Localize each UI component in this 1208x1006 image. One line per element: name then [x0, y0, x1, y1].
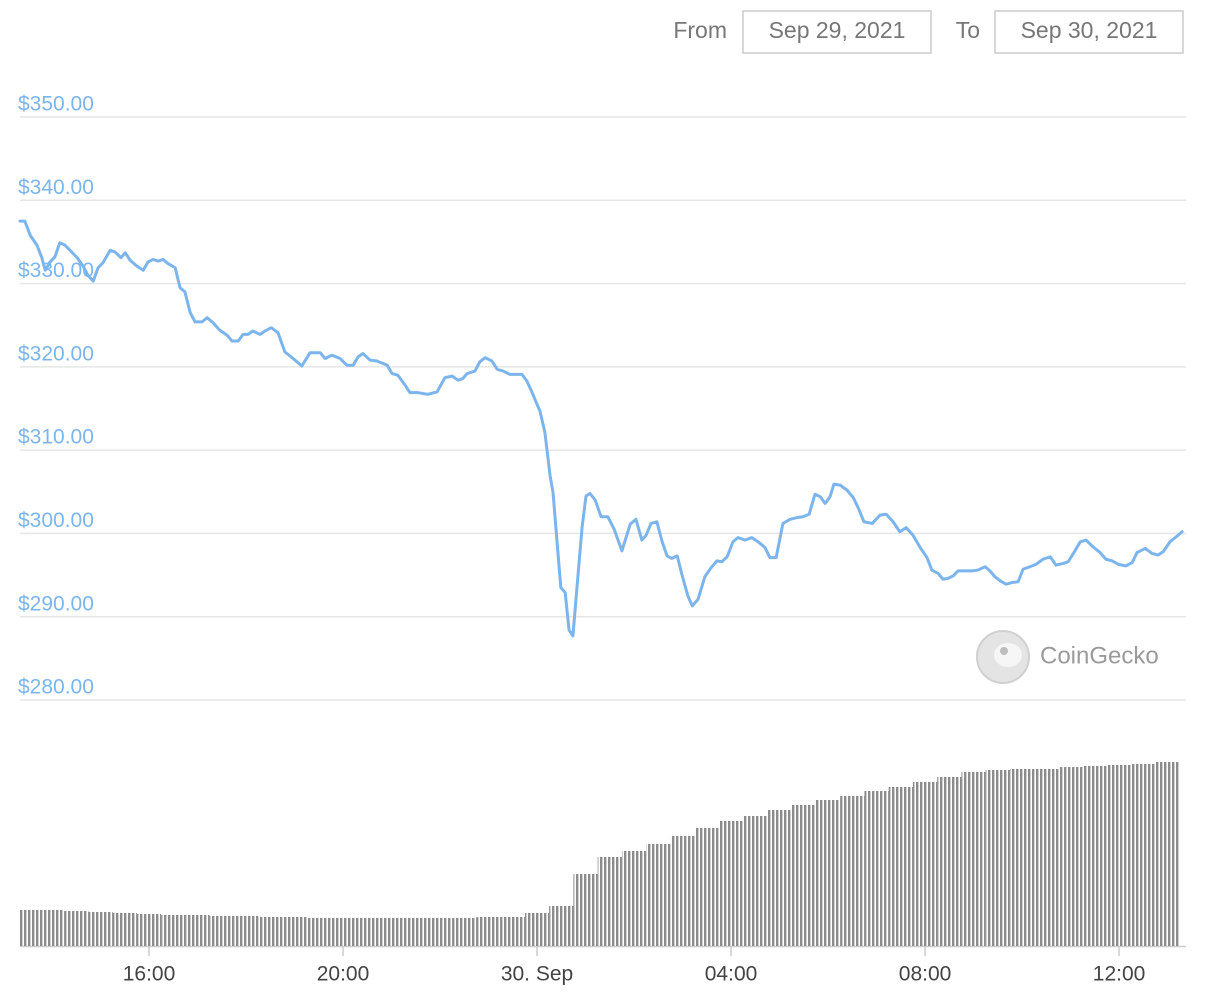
y-tick-label: $310.00 — [18, 426, 94, 449]
volume-bar — [500, 917, 525, 946]
volume-bar — [20, 910, 40, 946]
volume-bar — [258, 917, 283, 946]
watermark-text: CoinGecko — [1040, 642, 1159, 669]
volume-bar — [136, 914, 162, 946]
volume-bar — [1058, 767, 1083, 946]
volume-bar — [64, 911, 89, 946]
volume-bar — [1009, 769, 1035, 946]
volume-bar — [39, 910, 65, 946]
volume-bar — [815, 800, 841, 946]
volume-bar — [985, 770, 1010, 946]
volume-bar — [888, 787, 913, 946]
volume-bar — [306, 918, 331, 946]
logo-eye — [1000, 647, 1008, 655]
to-input[interactable] — [994, 10, 1184, 54]
y-tick-label: $280.00 — [18, 676, 94, 699]
volume-bar — [718, 821, 744, 946]
volume-bar — [743, 816, 768, 946]
volume-bar — [452, 918, 477, 946]
price-line — [18, 219, 1184, 638]
volume-bar — [549, 906, 574, 946]
x-tick-label: 04:00 — [705, 963, 758, 986]
volume-bar — [233, 916, 259, 946]
volume-bar — [1155, 762, 1180, 946]
volume-bar — [330, 918, 356, 946]
volume-bar — [161, 915, 186, 946]
volume-bar — [694, 828, 719, 946]
volume-bar — [597, 857, 622, 946]
volume-bar — [185, 915, 210, 946]
volume-bar — [476, 917, 501, 946]
volume-bar — [427, 918, 453, 946]
volume-bar — [573, 874, 598, 946]
volume-bar — [209, 916, 234, 946]
y-tick-label: $290.00 — [18, 592, 94, 615]
volume-bar — [112, 913, 137, 946]
volume-bar — [646, 844, 671, 946]
y-tick-label: $340.00 — [18, 176, 94, 199]
volume-bar — [864, 791, 889, 946]
from-input[interactable] — [742, 10, 932, 54]
volume-bar — [524, 913, 550, 946]
y-tick-label: $320.00 — [18, 342, 94, 365]
volume-bar — [88, 912, 113, 946]
watermark: CoinGecko — [976, 630, 1159, 684]
volume-bar — [767, 810, 792, 946]
x-tick-label: 30. Sep — [501, 963, 573, 986]
volume-bar — [355, 918, 380, 946]
volume-bar — [1106, 765, 1132, 946]
y-tick-label: $330.00 — [18, 259, 94, 282]
to-label: To — [956, 17, 980, 43]
x-tick-label: 08:00 — [899, 963, 952, 986]
date-range: From Sep 29, 2021 To Sep 30, 2021 — [673, 10, 1184, 54]
x-tick-label: 12:00 — [1093, 963, 1146, 986]
x-tick-label: 16:00 — [123, 963, 176, 986]
y-tick-label: $300.00 — [18, 509, 94, 532]
from-label: From — [673, 17, 727, 43]
volume-bar — [840, 796, 865, 946]
to-date[interactable]: Sep 30, 2021 — [1021, 17, 1158, 43]
logo-face — [994, 643, 1022, 667]
volume-bar — [937, 777, 962, 946]
volume-bar — [961, 772, 986, 946]
volume-bar — [282, 917, 307, 946]
volume-bar — [621, 851, 647, 946]
volume-bar — [1034, 769, 1059, 946]
volume-bar — [670, 836, 695, 946]
y-tick-label: $350.00 — [18, 93, 94, 116]
volume-bar — [1082, 766, 1107, 946]
volume-bar — [912, 782, 938, 946]
volume-bar — [1131, 764, 1156, 946]
volume-bar — [403, 918, 428, 946]
from-date[interactable]: Sep 29, 2021 — [769, 17, 906, 43]
volume-bar — [379, 918, 404, 946]
x-tick-label: 20:00 — [317, 963, 370, 986]
volume-bar — [791, 805, 816, 946]
